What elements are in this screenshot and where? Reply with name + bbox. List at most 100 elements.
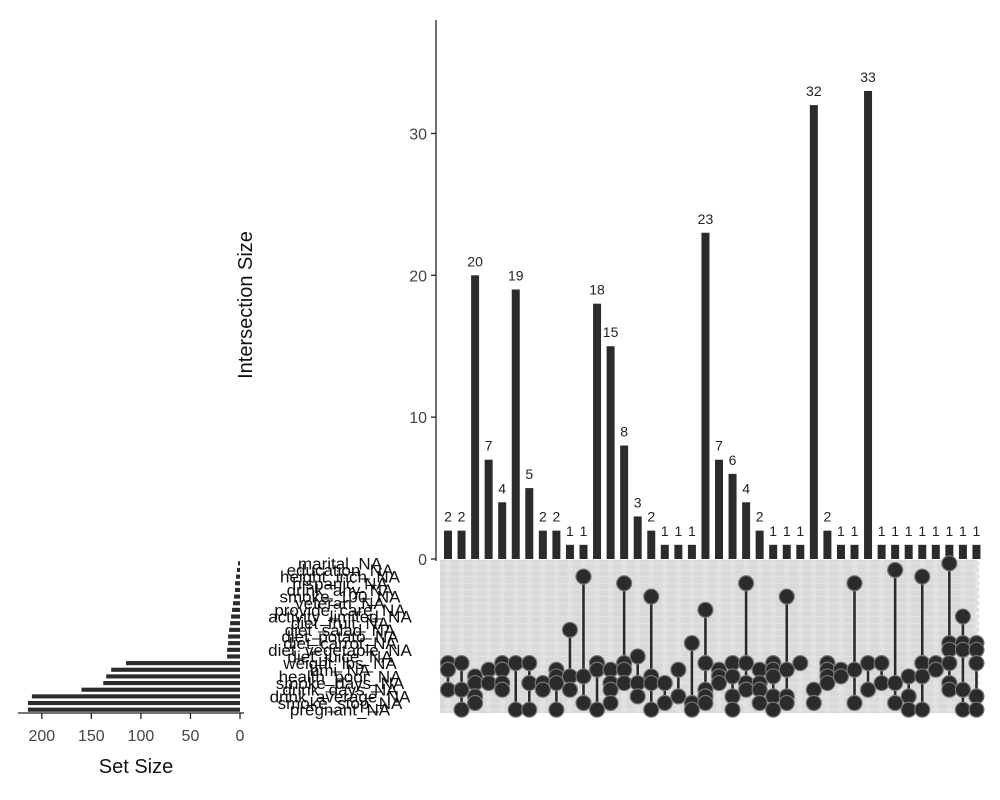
matrix-empty-dot <box>973 566 980 574</box>
matrix-empty-dot <box>539 593 547 600</box>
intersection-bar <box>877 544 886 559</box>
matrix-empty-dot <box>539 613 547 620</box>
set-size-bar <box>237 567 240 573</box>
intersection-bar-label: 1 <box>580 523 588 539</box>
matrix-empty-dot <box>526 606 533 614</box>
matrix-empty-dot <box>566 706 574 713</box>
matrix-empty-dot <box>864 586 872 594</box>
matrix-empty-dot <box>905 593 912 600</box>
set-size-bar <box>31 694 241 699</box>
set-size-axis-title: Set Size <box>99 756 173 778</box>
matrix-empty-dot <box>512 560 519 567</box>
set-name-label: drink_days_NA <box>282 681 398 700</box>
matrix-filled-dot <box>751 694 768 712</box>
matrix-empty-dot <box>471 639 479 647</box>
matrix-empty-dot <box>797 626 804 634</box>
matrix-empty-dot <box>444 580 452 587</box>
set-size-bar <box>103 681 240 686</box>
matrix-empty-dot <box>485 593 492 600</box>
matrix-empty-dot <box>932 633 939 640</box>
matrix-empty-dot <box>539 633 547 640</box>
matrix-empty-dot <box>661 659 668 667</box>
matrix-empty-dot <box>810 613 818 620</box>
matrix-empty-dot <box>756 593 763 600</box>
matrix-empty-dot <box>878 560 885 567</box>
matrix-empty-dot <box>878 619 885 627</box>
matrix-empty-dot <box>458 633 465 640</box>
matrix-empty-dot <box>756 653 763 660</box>
matrix-empty-dot <box>932 699 939 707</box>
set-name-label: activity_limited_NA <box>268 608 412 627</box>
matrix-empty-dot <box>824 619 831 627</box>
matrix-empty-dot <box>932 626 939 634</box>
matrix-empty-dot <box>553 653 560 660</box>
matrix-empty-dot <box>837 613 845 620</box>
matrix-empty-dot <box>959 560 967 567</box>
matrix-empty-dot <box>810 580 818 587</box>
matrix-empty-dot <box>512 606 519 614</box>
intersection-bar <box>715 459 723 559</box>
matrix-empty-dot <box>837 573 845 580</box>
matrix-empty-dot <box>539 666 547 673</box>
matrix-filled-dot <box>548 701 565 718</box>
matrix-empty-dot <box>837 693 845 700</box>
matrix-filled-dot <box>805 694 822 712</box>
matrix-empty-dot <box>444 566 452 574</box>
matrix-empty-dot <box>864 566 872 574</box>
matrix-empty-dot <box>905 573 912 580</box>
matrix-empty-dot <box>634 633 641 640</box>
set-size-bar <box>227 647 240 652</box>
intersection-bar <box>945 544 954 559</box>
matrix-empty-dot <box>824 560 831 567</box>
matrix-empty-dot <box>756 613 763 620</box>
matrix-empty-dot <box>824 580 831 587</box>
intersection-bar <box>687 544 696 559</box>
matrix-empty-dot <box>810 573 818 580</box>
matrix-filled-dot <box>494 681 511 698</box>
matrix-empty-dot <box>634 580 641 587</box>
matrix-empty-dot <box>607 560 614 567</box>
matrix-empty-dot <box>526 600 533 607</box>
set-size-bar <box>227 654 240 659</box>
matrix-empty-dot <box>905 560 912 567</box>
matrix-empty-dot <box>607 566 614 574</box>
set-names: marital_NAeducation_NAheight_inch_NAhisp… <box>268 554 412 719</box>
matrix-empty-dot <box>932 573 939 580</box>
intersection-bar-label: 1 <box>796 523 804 539</box>
matrix-empty-dot <box>539 619 547 627</box>
matrix-empty-dot <box>932 600 939 607</box>
matrix-empty-dot <box>499 600 506 607</box>
matrix-empty-dot <box>797 699 804 707</box>
matrix-empty-dot <box>485 573 492 580</box>
matrix-empty-dot <box>756 633 763 640</box>
matrix-empty-dot <box>932 613 939 620</box>
matrix-empty-dot <box>512 619 519 627</box>
matrix-empty-dot <box>688 626 696 634</box>
matrix-filled-dot <box>683 635 701 652</box>
intersection-bar <box>972 544 981 559</box>
matrix-empty-dot <box>688 606 696 614</box>
matrix-filled-dot <box>643 701 660 718</box>
matrix-empty-dot <box>688 600 696 607</box>
matrix-filled-dot <box>629 648 646 665</box>
matrix-empty-dot <box>458 573 465 580</box>
matrix-empty-dot <box>458 613 465 620</box>
matrix-empty-dot <box>458 639 465 647</box>
matrix-empty-dot <box>797 593 804 600</box>
matrix-empty-dot <box>675 653 682 660</box>
matrix-empty-dot <box>715 706 723 713</box>
matrix-empty-dot <box>458 593 465 600</box>
matrix-empty-dot <box>851 560 858 567</box>
intersection-bar <box>701 232 710 559</box>
intersection-bar <box>796 544 805 559</box>
matrix-empty-dot <box>634 613 641 620</box>
matrix-empty-dot <box>485 600 492 607</box>
matrix-empty-dot <box>905 639 912 647</box>
matrix-empty-dot <box>648 566 655 574</box>
set-size-tick-label: 50 <box>182 728 200 745</box>
matrix-empty-dot <box>756 639 763 647</box>
matrix-empty-dot <box>810 639 818 647</box>
matrix-empty-dot <box>810 673 818 680</box>
matrix-empty-dot <box>471 580 479 587</box>
matrix-empty-dot <box>878 626 885 634</box>
